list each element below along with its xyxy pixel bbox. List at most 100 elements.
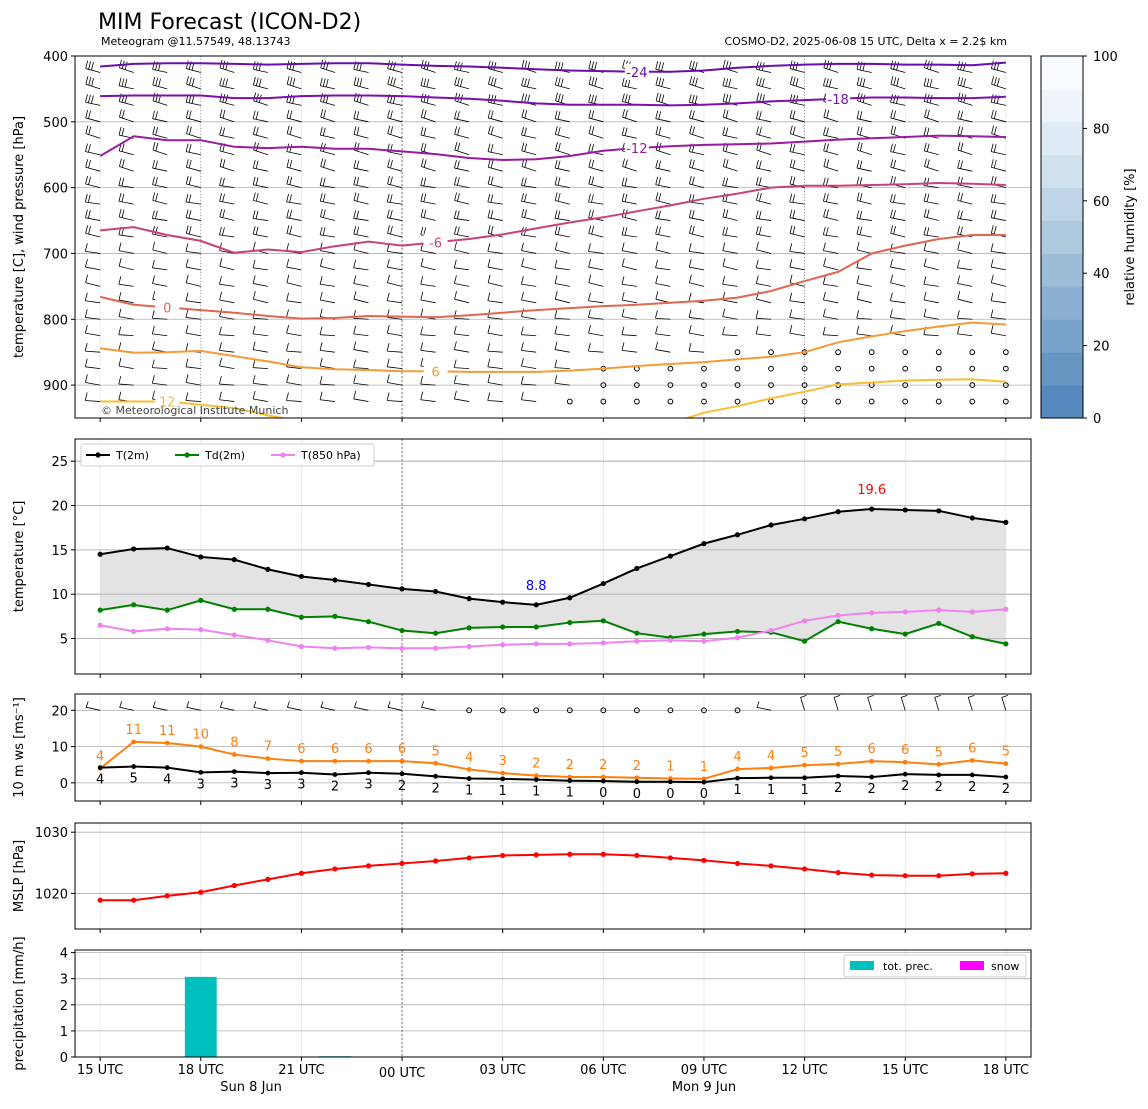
series-point — [500, 599, 506, 605]
min-temp-label: 8.8 — [526, 579, 547, 594]
series-point — [1003, 519, 1009, 525]
speed-value-label: 2 — [968, 780, 976, 795]
wind-barb — [286, 109, 302, 123]
wind-barb — [990, 159, 1006, 172]
precipitation-panel: 0 1 2 3 4 precipitation [mm/h] tot. prec. snow 1… — [12, 936, 1032, 1095]
wind-barb — [688, 309, 704, 320]
calm-wind-marker — [566, 398, 573, 405]
series-point — [265, 566, 271, 572]
calm-wind-marker — [466, 707, 473, 714]
gust-value-label: 6 — [398, 742, 406, 757]
wind-barb — [118, 242, 134, 254]
wind-barb — [85, 76, 101, 90]
wind-barb — [554, 76, 570, 90]
wind-barb — [152, 141, 168, 156]
temperature-panel: 5 10 15 20 25 temperature [°C] 19.6 8.8 T(2m) Td(… — [12, 438, 1032, 678]
wind-barb — [688, 343, 704, 353]
wind-barb — [454, 141, 470, 156]
calm-wind-marker — [935, 382, 942, 388]
wind-barb — [286, 209, 302, 221]
wind-barb — [923, 242, 939, 254]
wind-barb — [118, 93, 134, 106]
series-point — [567, 774, 573, 780]
wind-barb — [185, 292, 201, 304]
wind-barb — [353, 325, 369, 337]
wind-barb — [219, 701, 235, 711]
isotherm-label-bg — [423, 363, 448, 380]
series-point — [1003, 606, 1009, 612]
calm-wind-marker — [600, 398, 607, 405]
series-point — [567, 778, 573, 784]
series-point — [365, 863, 372, 869]
wind-barb — [621, 276, 637, 287]
wind-barb — [890, 109, 906, 123]
wind-barb — [85, 701, 101, 711]
wind-barb — [655, 210, 671, 221]
wind-barb — [421, 701, 436, 711]
series-point — [567, 595, 573, 601]
wind-barb — [957, 141, 973, 156]
wind-barb — [789, 193, 805, 205]
wind-barb — [934, 694, 941, 711]
wind-barb — [420, 77, 436, 90]
colorbar-border — [1040, 55, 1084, 419]
x-tick-label: 00 UTC — [379, 1066, 425, 1081]
series-point — [131, 546, 137, 552]
wind-barb — [688, 209, 705, 221]
series-point — [600, 618, 606, 624]
calm-wind-marker — [868, 398, 875, 405]
wind-barb — [833, 694, 841, 711]
wind-barb — [655, 275, 671, 287]
series-point — [131, 739, 137, 745]
series-point — [869, 758, 875, 764]
speed-value-label: 1 — [465, 784, 473, 799]
calm-wind-marker — [902, 382, 909, 388]
wind-barb — [420, 276, 436, 287]
wind-barb — [755, 210, 772, 221]
wind-barb — [286, 292, 302, 304]
wind-barb — [151, 359, 168, 370]
gust-value-label: 3 — [499, 754, 507, 769]
wind-barb — [353, 390, 369, 402]
wind-barb — [990, 309, 1006, 320]
series-point — [466, 596, 472, 602]
wind-barb — [487, 258, 503, 271]
wind-barb — [185, 143, 201, 156]
wind-barb — [655, 141, 671, 156]
wind-barb — [923, 77, 939, 90]
wind-barb — [520, 326, 537, 337]
wind-barb — [487, 243, 503, 254]
calm-wind-marker — [768, 382, 774, 388]
wind-barb — [722, 308, 738, 320]
wind-barb — [789, 159, 805, 172]
speed-value-label: 3 — [197, 777, 205, 792]
wind-barb — [688, 325, 705, 337]
wind-barb — [85, 225, 101, 238]
isotherm-line — [100, 181, 1006, 254]
series-point — [701, 638, 707, 644]
series-point — [567, 619, 573, 626]
wind-barb — [152, 701, 168, 711]
wind-barb — [755, 275, 772, 287]
series-point — [231, 632, 237, 638]
wind-barb — [353, 126, 369, 139]
wind-barb — [84, 325, 101, 337]
colorbar-band — [1041, 319, 1083, 353]
wind-barb — [454, 176, 470, 189]
x-tick-label: 09 UTC — [681, 1063, 727, 1078]
wind-barb — [588, 76, 604, 90]
wind-barb — [822, 276, 839, 287]
wind-barb — [688, 94, 705, 106]
wind-barb — [118, 375, 134, 386]
wind-barb — [353, 176, 369, 189]
isotherm-label-bg — [624, 63, 649, 80]
wind-barb — [521, 193, 537, 205]
series-point — [969, 871, 975, 877]
wind-barb — [655, 159, 671, 172]
wind-barb — [689, 159, 705, 172]
wind-barb — [84, 343, 101, 353]
wind-barb — [655, 325, 671, 337]
wind-barb — [252, 159, 268, 172]
legend-box — [843, 954, 1027, 978]
y-axis-label: precipitation [mm/h] — [12, 936, 27, 1070]
